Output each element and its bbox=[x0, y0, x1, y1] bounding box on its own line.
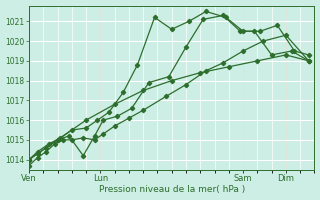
X-axis label: Pression niveau de la mer( hPa ): Pression niveau de la mer( hPa ) bbox=[99, 185, 245, 194]
